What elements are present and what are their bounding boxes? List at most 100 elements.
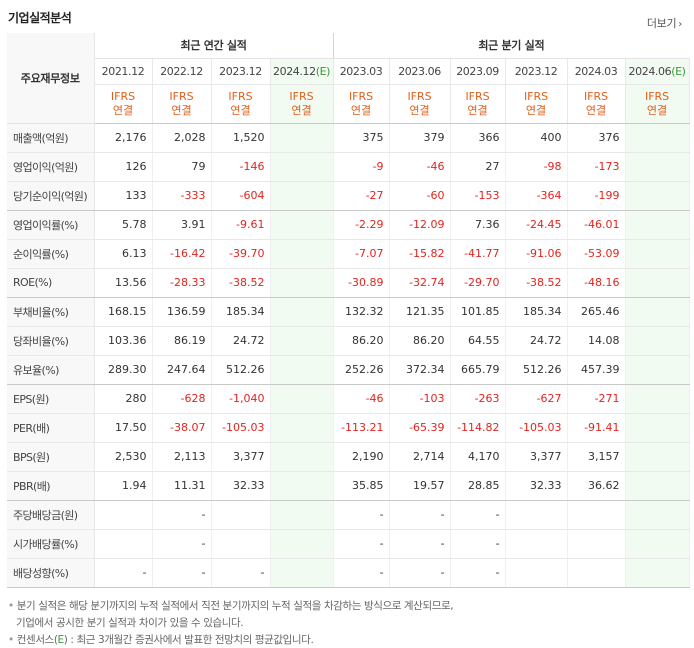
ifrs-label: IFRS 연결 — [625, 84, 690, 124]
table-cell — [567, 529, 626, 559]
table-cell: 379 — [389, 123, 451, 153]
period-header: 2023.09 — [450, 58, 506, 85]
period-header: 2024.06(E) — [625, 58, 690, 85]
table-cell: 103.36 — [94, 326, 153, 356]
ifrs-label: IFRS 연결 — [505, 84, 568, 124]
table-cell: 101.85 — [450, 297, 506, 327]
table-cell: 252.26 — [332, 355, 390, 385]
table-cell: - — [152, 558, 212, 588]
table-cell: -604 — [211, 181, 271, 211]
table-cell: 79 — [152, 152, 212, 182]
table-cell: -46 — [332, 384, 390, 414]
table-cell: -1,040 — [211, 384, 271, 414]
table-cell — [94, 529, 153, 559]
table-cell: - — [332, 500, 390, 530]
table-cell — [270, 442, 334, 472]
table-cell: 168.15 — [94, 297, 153, 327]
row-label: 배당성향(%) — [7, 558, 95, 588]
table-cell — [625, 181, 690, 211]
table-cell: -24.45 — [505, 210, 568, 240]
table-cell: -98 — [505, 152, 568, 182]
table-cell: -65.39 — [389, 413, 451, 443]
table-cell — [270, 210, 334, 240]
table-cell: - — [389, 500, 451, 530]
table-cell: - — [152, 500, 212, 530]
table-cell: -173 — [567, 152, 626, 182]
table-row: 부채비율(%) 168.15 136.59 185.34 132.32 121.35 101… — [7, 297, 690, 327]
table-cell: 121.35 — [389, 297, 451, 327]
table-cell: 280 — [94, 384, 153, 414]
table-cell: 86.20 — [389, 326, 451, 356]
table-cell: 375 — [332, 123, 390, 153]
row-label: 당좌비율(%) — [7, 326, 95, 356]
period-header: 2023.12 — [505, 58, 568, 85]
table-cell: - — [389, 529, 451, 559]
table-cell: - — [450, 500, 506, 530]
financial-table: 주요재무정보 최근 연간 실적 최근 분기 실적 2021.12 2022.12 2… — [7, 33, 690, 588]
table-cell: 6.13 — [94, 239, 153, 269]
table-row: ROE(%) 13.56 -28.33 -38.52 -30.89 -32.74 -29.7… — [7, 268, 690, 298]
ifrs-label: IFRS 연결 — [270, 84, 334, 124]
table-cell: 1.94 — [94, 471, 153, 501]
table-cell: 5.78 — [94, 210, 153, 240]
row-label: ROE(%) — [7, 268, 95, 298]
table-cell: 136.59 — [152, 297, 212, 327]
table-row: PBR(배) 1.94 11.31 32.33 35.85 19.57 28.85 32.33… — [7, 471, 690, 501]
table-cell — [270, 297, 334, 327]
table-cell: -114.82 — [450, 413, 506, 443]
bullet-icon: • — [8, 634, 14, 646]
row-label: 영업이익률(%) — [7, 210, 95, 240]
table-cell — [505, 529, 568, 559]
period-header: 2021.12 — [94, 58, 153, 85]
table-cell: 2,714 — [389, 442, 451, 472]
table-cell — [625, 384, 690, 414]
table-row: 당기순이익(억원) 133 -333 -604 -27 -60 -153 -364 -199 — [7, 181, 690, 211]
table-cell: 185.34 — [505, 297, 568, 327]
table-cell: 19.57 — [389, 471, 451, 501]
table-cell: -53.09 — [567, 239, 626, 269]
table-cell: 2,113 — [152, 442, 212, 472]
table-cell: - — [94, 558, 153, 588]
row-label: 시가배당률(%) — [7, 529, 95, 559]
row-label: 매출액(억원) — [7, 123, 95, 153]
table-cell: 86.19 — [152, 326, 212, 356]
table-cell — [270, 558, 334, 588]
table-cell — [625, 152, 690, 182]
table-cell — [270, 181, 334, 211]
table-cell — [270, 326, 334, 356]
table-cell — [567, 500, 626, 530]
table-cell: 665.79 — [450, 355, 506, 385]
table-cell: -9.61 — [211, 210, 271, 240]
table-cell: -30.89 — [332, 268, 390, 298]
table-cell — [270, 268, 334, 298]
table-cell — [270, 413, 334, 443]
table-cell: 32.33 — [211, 471, 271, 501]
table-cell: 366 — [450, 123, 506, 153]
table-cell — [211, 500, 271, 530]
bullet-icon: • — [8, 600, 14, 612]
estimate-mark: (E) — [315, 64, 331, 78]
table-cell: -333 — [152, 181, 212, 211]
group-annual-header: 최근 연간 실적 — [94, 33, 334, 59]
table-cell: -15.82 — [389, 239, 451, 269]
chevron-right-icon: › — [678, 19, 682, 30]
table-cell: -46 — [389, 152, 451, 182]
table-cell — [270, 384, 334, 414]
table-cell — [505, 558, 568, 588]
table-cell: -39.70 — [211, 239, 271, 269]
table-cell: 457.39 — [567, 355, 626, 385]
more-link[interactable]: 더보기 › — [647, 15, 682, 31]
row-label: 부채비율(%) — [7, 297, 95, 327]
table-cell: -103 — [389, 384, 451, 414]
table-cell: 2,176 — [94, 123, 153, 153]
row-label: PER(배) — [7, 413, 95, 443]
table-cell: 126 — [94, 152, 153, 182]
period-header: 2023.06 — [389, 58, 451, 85]
ifrs-label: IFRS 연결 — [450, 84, 506, 124]
row-label: 순이익률(%) — [7, 239, 95, 269]
table-cell — [270, 529, 334, 559]
period-header: 2024.03 — [567, 58, 626, 85]
table-cell: -2.29 — [332, 210, 390, 240]
table-cell: 1,520 — [211, 123, 271, 153]
table-cell: -113.21 — [332, 413, 390, 443]
